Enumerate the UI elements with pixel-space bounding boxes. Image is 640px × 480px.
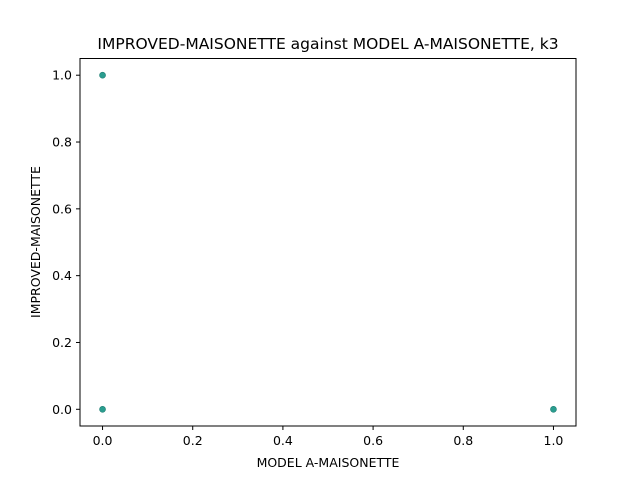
plot-area	[99, 71, 557, 413]
scatter-point	[99, 405, 106, 413]
y-axis-label: IMPROVED-MAISONETTE	[28, 166, 43, 318]
axis-ticks: 0.0 0.2 0.4 0.6 0.8 1.0 0.0 0.2 0.4 0.6 0.8 1.0	[52, 68, 563, 448]
y-tick-label: 1.0	[52, 68, 72, 83]
x-axis-label: MODEL A-MAISONETTE	[257, 455, 400, 470]
y-tick-label: 0.8	[52, 135, 72, 150]
x-tick-label: 0.0	[93, 433, 113, 448]
x-tick-label: 1.0	[544, 433, 564, 448]
x-tick-label: 0.4	[273, 433, 293, 448]
y-tick-label: 0.6	[52, 201, 72, 216]
scatter-point	[550, 405, 557, 413]
y-tick-label: 0.2	[52, 335, 72, 350]
x-tick-label: 0.8	[453, 433, 473, 448]
chart-title: IMPROVED-MAISONETTE against MODEL A-MAIS…	[97, 35, 558, 53]
y-tick-label: 0.0	[52, 402, 72, 417]
y-tick-label: 0.4	[52, 268, 72, 283]
x-tick-label: 0.6	[363, 433, 383, 448]
x-tick-label: 0.2	[183, 433, 203, 448]
axes-frame	[79, 58, 577, 427]
scatter-point	[99, 71, 106, 79]
